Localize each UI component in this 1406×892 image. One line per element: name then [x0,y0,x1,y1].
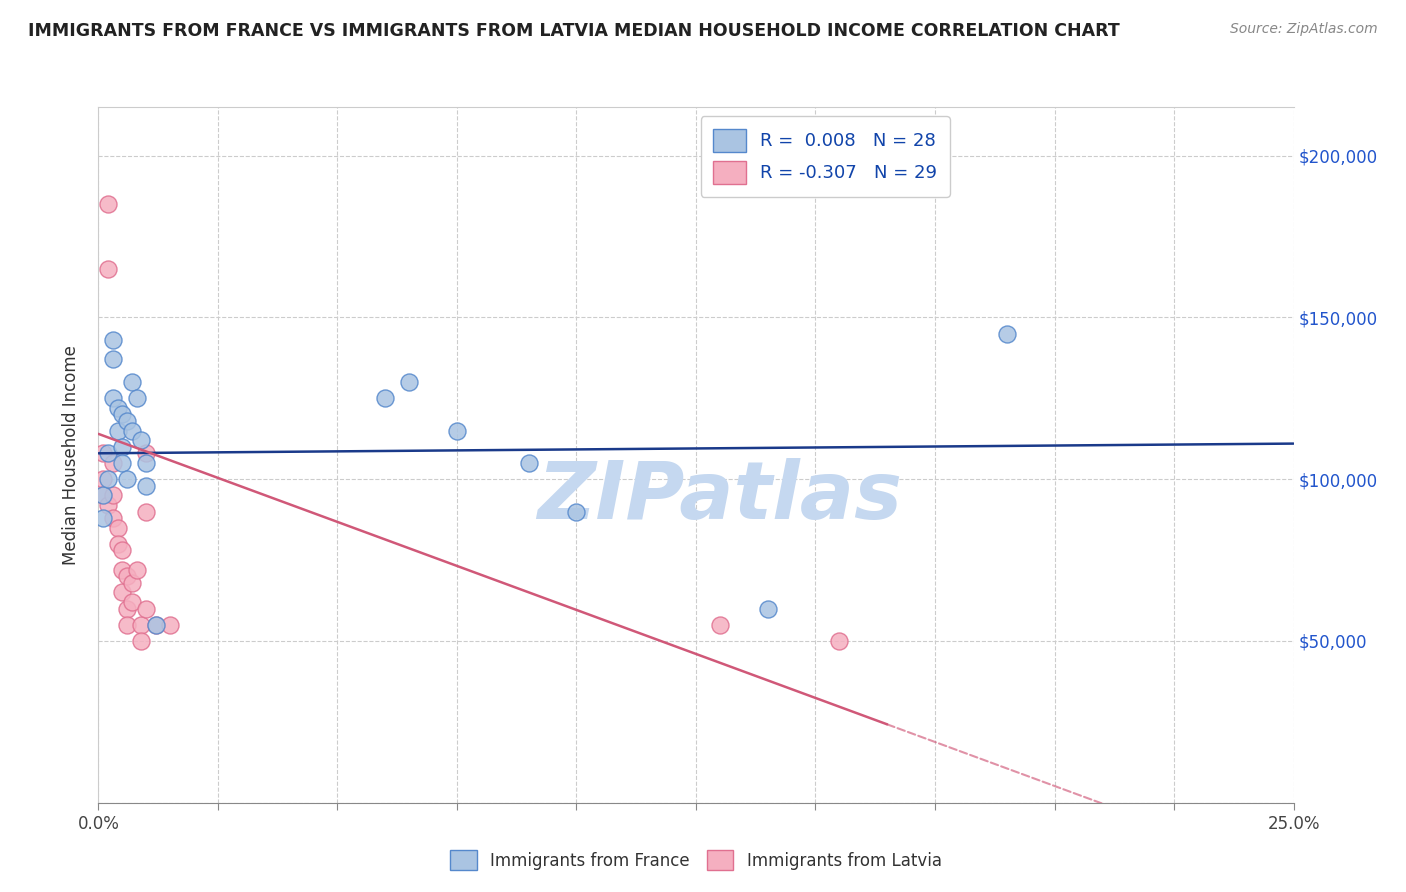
Point [115,601,138,615]
Point [135,446,157,460]
Text: IMMIGRANTS FROM FRANCE VS IMMIGRANTS FROM LATVIA MEDIAN HOUSEHOLD INCOME CORRELA: IMMIGRANTS FROM FRANCE VS IMMIGRANTS FRO… [28,22,1119,40]
Point [97,261,120,276]
Point [131,434,153,448]
Point [398,375,420,389]
Text: ZIPatlas: ZIPatlas [537,458,903,536]
Point [145,617,167,632]
Point [125,563,148,577]
Point [135,478,157,492]
Point [91,446,114,460]
Point [111,440,134,454]
Point [121,375,143,389]
Point [91,488,114,502]
Point [111,408,134,422]
Point [995,326,1018,341]
Point [145,617,167,632]
Point [115,617,138,632]
Point [115,569,138,583]
Point [115,414,138,428]
Point [131,634,153,648]
Legend: Immigrants from France, Immigrants from Latvia: Immigrants from France, Immigrants from … [441,842,950,878]
Point [91,511,114,525]
Point [111,543,134,558]
Point [107,401,129,415]
Point [159,617,181,632]
Point [709,617,731,632]
Point [131,617,153,632]
Point [121,575,143,590]
Point [97,446,120,460]
Point [446,424,468,438]
Point [828,634,851,648]
Point [756,601,779,615]
Point [97,197,120,211]
Point [101,392,124,406]
Point [101,511,124,525]
Text: Source: ZipAtlas.com: Source: ZipAtlas.com [1230,22,1378,37]
Point [135,456,157,470]
Point [101,352,124,367]
Point [101,488,124,502]
Point [107,424,129,438]
Point [107,521,129,535]
Point [111,585,134,599]
Point [121,424,143,438]
Point [135,504,157,518]
Point [125,392,148,406]
Point [101,333,124,347]
Point [111,456,134,470]
Point [121,595,143,609]
Point [517,456,540,470]
Point [115,472,138,486]
Point [91,488,114,502]
Point [91,472,114,486]
Point [565,504,588,518]
Point [135,601,157,615]
Point [97,498,120,512]
Point [111,563,134,577]
Point [107,537,129,551]
Point [101,456,124,470]
Point [374,392,396,406]
Y-axis label: Median Household Income: Median Household Income [62,345,80,565]
Point [97,472,120,486]
